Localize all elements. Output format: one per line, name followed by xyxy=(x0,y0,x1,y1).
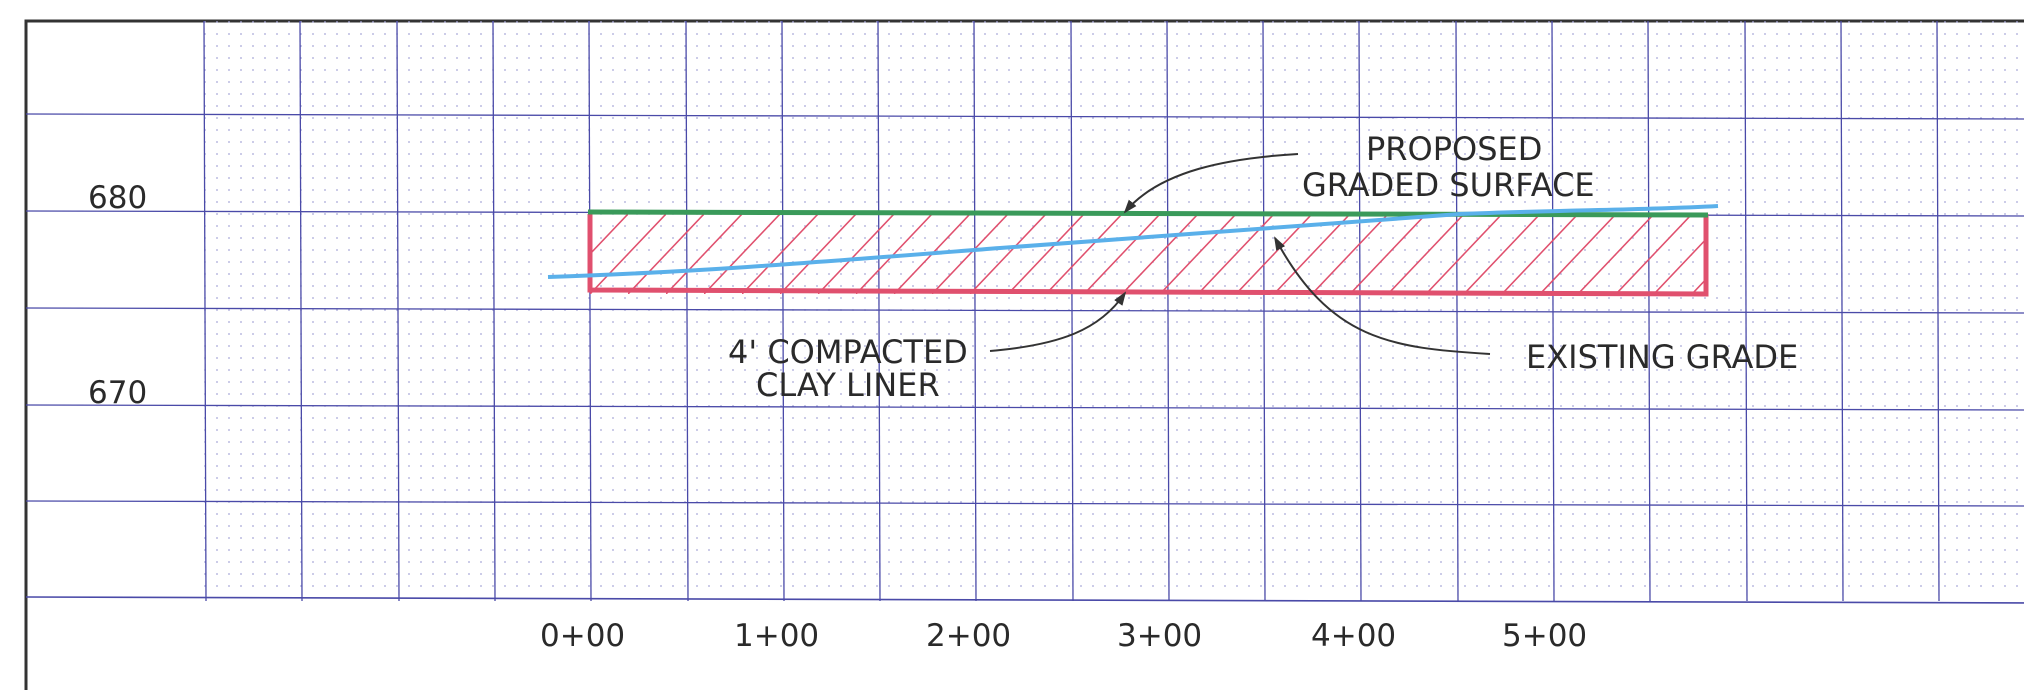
elevation-label-680: 680 xyxy=(88,180,147,216)
elevation-label-670: 670 xyxy=(88,375,147,411)
existing-grade-line xyxy=(547,204,1719,279)
grid-vertical-line xyxy=(396,20,400,602)
liner-leader xyxy=(989,291,1127,352)
grid-vertical-line xyxy=(203,20,207,602)
grid-vertical-line xyxy=(781,20,785,602)
station-label-5: 5+00 xyxy=(1502,618,1587,654)
grid-horizontal-line xyxy=(25,307,2024,314)
clay-liner-outline xyxy=(587,214,1709,297)
station-label-4: 4+00 xyxy=(1311,618,1396,654)
grid-horizontal-line xyxy=(25,404,2024,411)
existing-leader xyxy=(1274,236,1491,355)
grid-vertical-line xyxy=(492,20,496,602)
liner-label-line1: 4' COMPACTED xyxy=(728,333,968,371)
liner-label-line2: CLAY LINER xyxy=(756,366,940,404)
clay-liner-hatch xyxy=(590,214,1706,294)
station-label-3: 3+00 xyxy=(1117,618,1202,654)
station-label-0: 0+00 xyxy=(540,618,625,654)
proposed-leader xyxy=(1123,153,1299,214)
grid-vertical-line xyxy=(685,20,689,602)
existing-grade-label: EXISTING GRADE xyxy=(1526,338,1798,376)
grid-vertical-line xyxy=(588,20,592,602)
proposed-label-line2: GRADED SURFACE xyxy=(1302,166,1595,204)
grid-horizontal-line xyxy=(25,500,2024,507)
grid-vertical-line xyxy=(1840,20,1844,602)
grid-vertical-line xyxy=(299,20,303,602)
grid-vertical-line xyxy=(877,20,881,602)
proposed-label-line1: PROPOSED xyxy=(1366,130,1542,168)
grid-vertical-line xyxy=(1936,20,1940,602)
station-label-2: 2+00 xyxy=(926,618,1011,654)
proposed-graded-surface-line xyxy=(587,209,1709,218)
station-label-1: 1+00 xyxy=(734,618,819,654)
bottom-axis-line xyxy=(25,596,2024,604)
grid-horizontal-line xyxy=(25,113,2024,120)
